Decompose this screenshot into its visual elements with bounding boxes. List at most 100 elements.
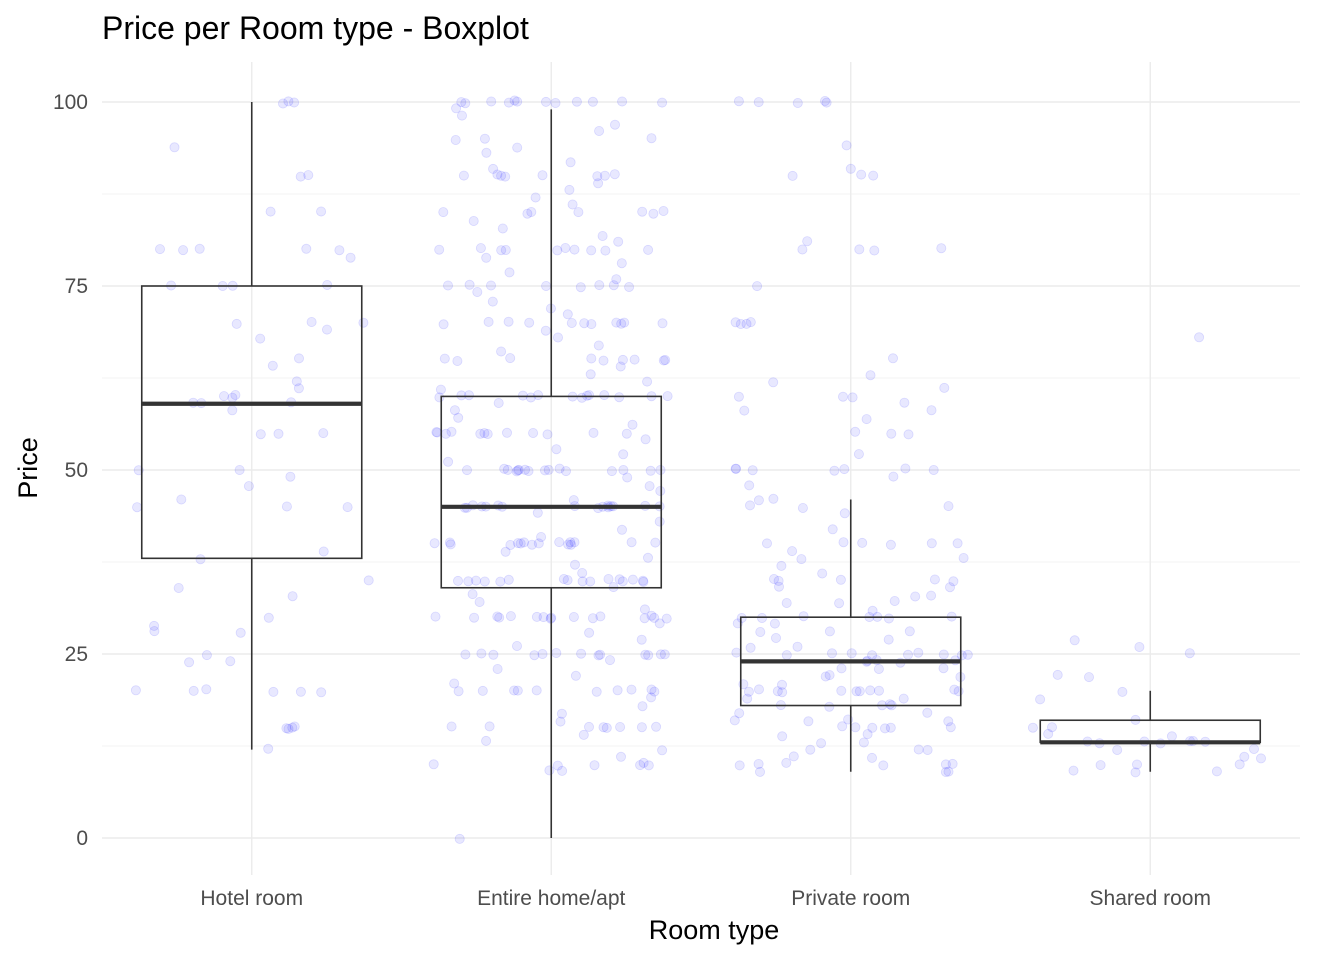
y-tick-label: 75 [65,275,88,298]
data-point [451,103,462,114]
data-point [619,317,630,328]
data-point [560,242,571,253]
data-point [263,743,274,754]
data-point [487,296,498,307]
data-point [453,412,464,423]
data-point [922,707,933,718]
data-point [231,318,242,329]
data-point [865,685,876,696]
data-point [492,611,503,622]
data-point [939,382,950,393]
data-point [283,723,294,734]
data-point [744,480,755,491]
data-point [439,353,450,364]
data-point [626,537,637,548]
x-axis-title: Room type [649,915,780,945]
data-point [1069,635,1080,646]
data-point [579,318,590,329]
data-point [862,729,873,740]
data-point [588,427,599,438]
data-point [201,684,212,695]
data-point [306,316,317,327]
data-point [445,539,456,550]
data-point [450,134,461,145]
data-point [434,244,445,255]
data-point [650,537,661,548]
data-point [747,465,758,476]
data-point [586,353,597,364]
data-point [295,171,306,182]
data-point [836,685,847,696]
data-point [500,244,511,255]
data-point [540,325,551,336]
data-point [643,650,654,661]
data-point [289,97,300,108]
data-point [173,583,184,594]
data-point [555,716,566,727]
data-point [519,537,530,548]
data-point [643,552,654,563]
data-point [289,721,300,732]
data-point [316,206,327,217]
data-point [646,133,657,144]
x-tick-label: Shared room [1090,887,1211,910]
data-point [130,685,141,696]
boxes [140,102,1262,838]
data-point [502,464,513,475]
data-point [608,280,619,291]
data-point [745,500,756,511]
data-point [268,686,279,697]
data-point [597,230,608,241]
x-tick-label: Entire home/apt [477,887,625,910]
data-point [769,574,780,585]
data-point [838,391,849,402]
data-point [618,449,629,460]
data-point [658,355,669,366]
data-point [731,463,742,474]
data-point [754,684,765,695]
data-point [479,428,490,439]
y-axis-title: Price [13,437,43,499]
data-point [636,634,647,645]
data-point [777,687,788,698]
data-point [837,721,848,732]
data-point [358,317,369,328]
data-point [463,390,474,401]
data-point [1166,731,1177,742]
box-iqr [140,285,363,560]
data-point [1256,753,1267,764]
data-point [504,267,515,278]
data-point [929,574,940,585]
data-point [776,560,787,571]
data-point [505,540,516,551]
data-point [615,722,626,733]
data-point [526,206,537,217]
data-point [568,612,579,623]
data-point [873,664,884,675]
data-point [752,281,763,292]
data-point [281,723,292,734]
data-point [839,508,850,519]
data-point [303,170,314,181]
data-point [638,575,649,586]
data-point [617,96,628,107]
data-point [613,236,624,247]
data-point [499,463,510,474]
data-point [660,354,671,365]
data-point [322,279,333,290]
data-point [755,766,766,777]
data-point [788,751,799,762]
data-point [452,355,463,366]
data-point [255,429,266,440]
data-point [651,721,662,732]
data-point [947,758,958,769]
data-point [616,258,627,269]
data-point [569,537,580,548]
data-point [885,722,896,733]
data-point [636,722,647,733]
data-point [593,178,604,189]
y-tick-label: 0 [76,827,88,850]
data-point [585,576,596,587]
data-point [885,539,896,550]
data-point [820,671,831,682]
